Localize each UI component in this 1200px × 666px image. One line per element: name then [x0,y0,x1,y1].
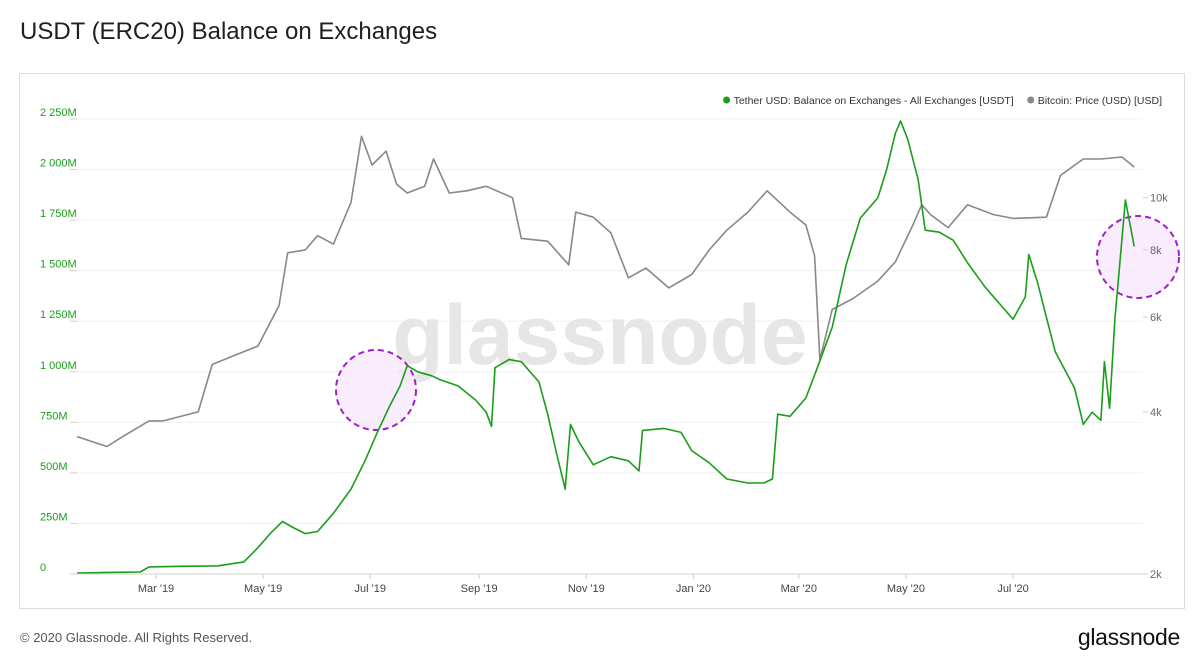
x-tick-label: May '20 [887,583,925,595]
legend-label: Tether USD: Balance on Exchanges - All E… [734,95,1014,107]
y-right-tick-label: 8k [1150,245,1162,257]
annotations [335,215,1180,431]
y-left-tick-label: 1 250M [40,309,77,321]
series-layer [76,120,1135,574]
x-tick-label: Nov '19 [568,583,605,595]
x-tick-label: Jan '20 [676,583,711,595]
copyright-text: © 2020 Glassnode. All Rights Reserved. [20,630,253,645]
x-tick-label: Jul '20 [997,583,1028,595]
y-left-tick-label: 0 [40,562,46,574]
grid [77,118,1143,575]
y-right-tick-label: 6k [1150,312,1162,324]
y-axis-left: 0 250M 500M 750M 1 000M 1 250M 1 500M 1 750M 2 0… [40,107,77,575]
legend-label: Bitcoin: Price (USD) [USD] [1038,95,1162,107]
legend-swatch [1027,96,1035,104]
watermark: glassnode [392,288,807,382]
y-axis-right: 2k 4k 6k 8k 10k [1143,193,1168,581]
y-left-tick-label: 250M [40,511,68,523]
y-right-tick-label: 2k [1150,569,1162,581]
x-tick-label: May '19 [244,583,282,595]
brand-logo: glassnode [1077,624,1180,650]
x-tick-label: Jul '19 [355,583,386,595]
x-tick-label: Mar '20 [781,583,817,595]
y-right-tick-label: 10k [1150,193,1168,205]
highlight-circle-jul-2019 [335,349,417,431]
legend-swatch [723,96,731,104]
page-title: USDT (ERC20) Balance on Exchanges [20,18,438,45]
x-tick-label: Sep '19 [461,583,498,595]
highlight-circle-sep-2020 [1096,215,1180,299]
y-left-tick-label: 1 500M [40,259,77,271]
btc-price-line [76,135,1135,448]
chart: glassnode 0 250M 500M 750M 1 000M 1 250M 1 500… [40,95,1180,595]
y-right-tick-label: 4k [1150,407,1162,419]
x-axis: Mar '19 May '19 Jul '19 Sep '19 Nov '19 Jan '… [77,573,1143,595]
x-tick-label: Mar '19 [138,583,174,595]
y-left-tick-label: 500M [40,461,68,473]
y-left-tick-label: 2 000M [40,158,77,170]
y-left-tick-label: 1 750M [40,208,77,220]
y-left-tick-label: 2 250M [40,107,77,119]
y-left-tick-label: 1 000M [40,360,77,372]
legend: Bitcoin: Price (USD) [USD] Tether USD: Ba… [723,95,1162,107]
usdt-balance-line [76,120,1135,574]
y-left-tick-label: 750M [40,410,68,422]
chart-panel: glassnode 0 250M 500M 750M 1 000M 1 250M 1 500… [19,73,1185,609]
